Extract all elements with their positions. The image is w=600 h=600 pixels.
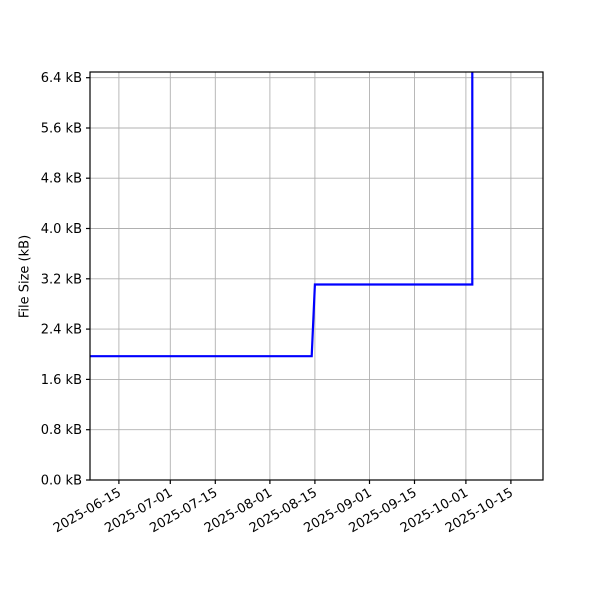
- y-tick-label: 0.0 kB: [41, 474, 82, 489]
- y-axis-label: File Size (kB): [17, 234, 33, 319]
- plot-area: [90, 72, 543, 480]
- y-tick-label: 2.4 kB: [41, 323, 82, 338]
- y-tick-label: 4.0 kB: [41, 222, 82, 237]
- file-size-line: [90, 72, 474, 358]
- y-tick-label: 4.8 kB: [41, 172, 82, 187]
- y-tick-label: 1.6 kB: [41, 373, 82, 388]
- y-tick-label: 5.6 kB: [41, 122, 82, 137]
- y-tick-label: 3.2 kB: [41, 272, 82, 287]
- plot-border: [89, 71, 544, 481]
- y-tick-label: 6.4 kB: [41, 71, 82, 86]
- y-tick-label: 0.8 kB: [41, 423, 82, 438]
